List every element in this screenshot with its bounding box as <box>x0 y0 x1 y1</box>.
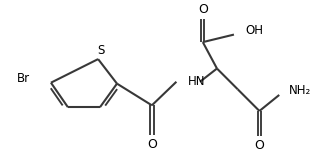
Text: Br: Br <box>17 72 30 85</box>
Text: S: S <box>97 44 104 57</box>
Text: O: O <box>147 137 157 151</box>
Text: NH₂: NH₂ <box>289 84 311 97</box>
Text: OH: OH <box>245 24 263 37</box>
Text: O: O <box>198 3 208 16</box>
Text: O: O <box>254 139 264 152</box>
Text: HN: HN <box>188 75 205 88</box>
